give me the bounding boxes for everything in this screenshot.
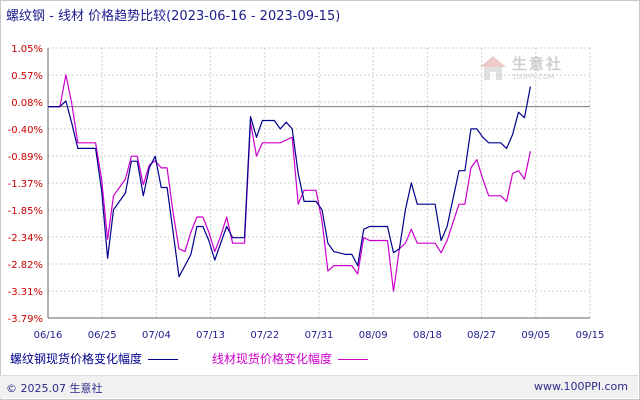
chart-title-text: 螺纹钢 - 线材 价格趋势比较	[6, 9, 167, 24]
x-tick-label: 07/22	[250, 330, 279, 341]
x-tick-label: 08/18	[413, 330, 442, 341]
legend-swatch-rebar	[148, 359, 179, 360]
legend-item-wire-rod: 线材现货价格变化幅度	[212, 350, 369, 367]
chart-title: 螺纹钢 - 线材 价格趋势比较(2023-06-16 - 2023-09-15)	[6, 5, 340, 24]
watermark-url: 100PPI.COM	[512, 73, 555, 81]
y-tick-label: -1.85%	[8, 206, 43, 217]
x-tick-label: 07/04	[142, 330, 171, 341]
x-tick-label: 06/25	[88, 330, 117, 341]
y-tick-label: -2.82%	[8, 260, 43, 271]
legend-item-rebar: 螺纹钢现货价格变化幅度	[10, 350, 179, 367]
y-tick-label: -1.37%	[8, 179, 43, 190]
x-tick-label: 09/15	[576, 330, 605, 341]
y-tick-label: -0.89%	[8, 152, 43, 163]
x-tick-label: 08/27	[467, 330, 496, 341]
footer-bar: © 2025.07 生意社 www.100PPI.com	[0, 375, 638, 398]
legend-label-rebar: 螺纹钢现货价格变化幅度	[10, 352, 143, 366]
watermark-logo: 生意社 100PPI.COM	[478, 53, 578, 87]
x-tick-label: 08/09	[359, 330, 388, 341]
y-tick-label: -0.40%	[8, 125, 43, 136]
y-tick-label: -2.34%	[8, 233, 43, 244]
y-tick-label: 0.08%	[11, 98, 43, 109]
legend-label-wire-rod: 线材现货价格变化幅度	[212, 352, 333, 366]
y-tick-label: 1.05%	[11, 44, 43, 55]
chart-date-range: (2023-06-16 - 2023-09-15)	[166, 9, 341, 24]
series-line-wire-rod	[48, 74, 531, 292]
y-tick-label: 0.57%	[11, 71, 43, 82]
x-tick-label: 07/13	[196, 330, 225, 341]
x-tick-label: 06/16	[34, 330, 63, 341]
legend-swatch-wire-rod	[338, 359, 369, 360]
footer-site-link[interactable]: www.100PPI.com	[534, 380, 628, 393]
y-tick-label: -3.79%	[8, 314, 43, 325]
house-logo-icon	[480, 56, 506, 80]
watermark-brand: 生意社	[512, 55, 564, 73]
footer-copyright: © 2025.07 生意社	[6, 382, 103, 395]
x-tick-label: 09/05	[521, 330, 550, 341]
y-tick-label: -3.31%	[8, 287, 43, 298]
series-line-rebar	[48, 86, 531, 278]
x-tick-label: 07/31	[305, 330, 334, 341]
